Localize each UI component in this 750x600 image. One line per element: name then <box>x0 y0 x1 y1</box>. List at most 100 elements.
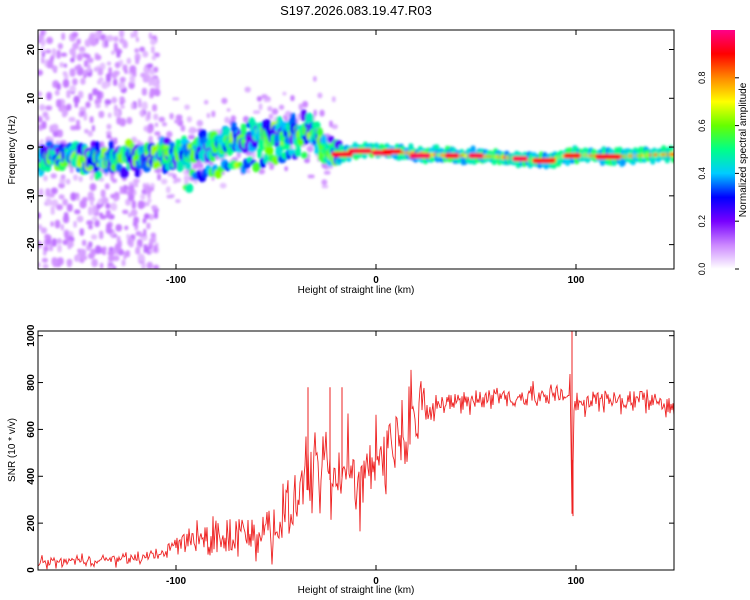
spectrogram-cell <box>68 117 76 122</box>
spectrogram-cell <box>162 137 171 145</box>
colorbar-tick-label: 0.4 <box>697 167 707 180</box>
spectrogram-cell <box>106 35 114 42</box>
spectrogram-cell <box>245 151 253 156</box>
spectrogram-cell <box>76 119 80 127</box>
spectrogram-cell <box>56 99 62 108</box>
spectrogram-cell <box>175 114 183 121</box>
spectrogram-cell <box>98 110 105 119</box>
spectrogram-cell <box>70 192 77 201</box>
spectrogram-cell <box>70 57 75 63</box>
spectrogram-cell <box>150 186 154 192</box>
spectrogram-cell <box>74 124 81 131</box>
spectrogram-cell <box>111 50 115 55</box>
spectrogram-cell <box>87 63 91 73</box>
spectrogram-cell <box>106 61 112 66</box>
spectrogram-cell <box>143 244 148 254</box>
spectrogram-cell <box>95 30 100 39</box>
spectrogram-cell <box>147 198 152 204</box>
spectrogram-cell <box>50 206 55 215</box>
spectrogram-cell <box>253 110 261 114</box>
spectrogram-cell <box>91 258 98 268</box>
spectrogram-cell <box>188 129 195 133</box>
spectrogram-cell <box>135 37 139 42</box>
y-tick-label: -10 <box>26 188 37 203</box>
spectrogram-cell <box>142 218 147 224</box>
spectrogram-cell <box>115 61 120 69</box>
spectrogram-cell <box>138 256 146 262</box>
spectrogram-cell <box>145 185 150 192</box>
spectrogram-cell <box>87 130 93 137</box>
spectrogram-cell <box>236 151 241 159</box>
spectrogram-cell <box>595 154 621 160</box>
spectrogram-cell <box>59 62 64 68</box>
y-tick-label: 400 <box>26 467 37 484</box>
spectrogram-cell <box>306 145 314 153</box>
spectrogram-cell <box>78 90 84 99</box>
spectrogram-cell <box>95 245 102 255</box>
spectrogram-cell <box>104 99 112 105</box>
spectrogram-cell <box>444 153 460 159</box>
x-tick-label: 0 <box>373 576 379 587</box>
spectrogram-cell <box>57 244 62 253</box>
spectrogram-cell <box>89 116 94 124</box>
spectrogram-cell <box>113 109 120 117</box>
spectrogram-cell <box>38 224 43 230</box>
spectrogram-cell <box>119 96 125 103</box>
spectrogram-cell <box>81 239 87 247</box>
spectrogram-cell <box>49 243 53 252</box>
spectrogram-cell <box>172 173 177 180</box>
spectrogram-cell <box>45 238 52 245</box>
spectrogram-cell <box>128 193 135 202</box>
spectrogram-cell <box>150 38 157 46</box>
spectrogram-cell <box>107 265 115 269</box>
spectrogram-cell <box>152 104 158 112</box>
spectrogram-cell <box>69 85 77 93</box>
spectrogram-cell <box>59 177 66 185</box>
spectrogram-cell <box>73 221 77 228</box>
spectrogram-cell <box>153 245 158 253</box>
spectrogram-cell <box>97 67 104 76</box>
spectrogram-cell <box>141 87 147 96</box>
spectrogram-cell <box>66 178 71 185</box>
spectrogram-cell <box>302 100 309 108</box>
spectrogram-cell <box>46 91 52 101</box>
spectrogram-cell <box>172 97 180 101</box>
spectrogram-cell <box>141 189 146 194</box>
spectrogram-cell <box>130 209 138 217</box>
spectrogram-cell <box>124 69 128 74</box>
spectrogram-cell <box>151 55 157 61</box>
spectrogram-cell <box>113 42 118 51</box>
spectrogram-cell <box>83 112 87 121</box>
spectrogram-cell <box>184 161 192 171</box>
spectrogram-cell <box>160 178 168 185</box>
spectrogram-cell <box>79 106 87 112</box>
spectrogram-cell <box>186 116 192 123</box>
spectrogram-cell <box>321 185 329 189</box>
spectrogram-cell <box>51 65 58 72</box>
spectrogram-cell <box>56 238 62 245</box>
spectrogram-cell <box>151 46 155 54</box>
spectrogram-cell <box>56 83 61 91</box>
spectrogram-cell <box>64 230 69 239</box>
spectrogram-cell <box>80 255 88 261</box>
spectrogram-cell <box>264 145 274 156</box>
spectrogram-cell <box>97 199 103 205</box>
spectrogram-cell <box>123 251 127 260</box>
spectrogram-cell <box>88 93 93 101</box>
spectrogram-cell <box>51 123 59 132</box>
spectrogram-cell <box>140 193 146 201</box>
spectrogram-cell <box>80 77 86 85</box>
spectrogram-cell <box>137 99 142 108</box>
spectrogram-cell <box>113 36 119 42</box>
spectrogram-cell <box>246 169 251 174</box>
spectrogram-cell <box>111 72 118 79</box>
spectrogram-cell <box>108 254 115 262</box>
y-tick-label: 0 <box>26 567 37 573</box>
spectrogram-cell <box>125 250 130 258</box>
spectrogram-cell <box>97 90 101 99</box>
spectrogram-cell <box>119 118 126 127</box>
spectrogram-cell <box>158 116 166 123</box>
